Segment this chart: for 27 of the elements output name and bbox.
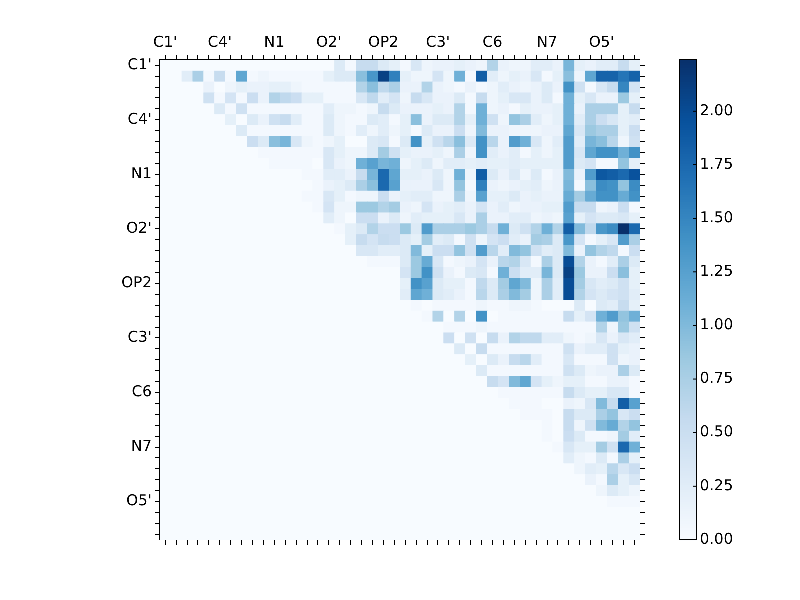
x-tick-label: C4': [208, 32, 232, 51]
color-bar-label: 0.75: [700, 369, 734, 388]
y-tick-label: N7: [131, 437, 152, 456]
y-tick-label: O2': [126, 218, 152, 237]
color-bar-label: 1.25: [700, 262, 734, 280]
y-tick-label: C1': [128, 55, 152, 74]
x-tick-label: C1': [153, 32, 178, 51]
color-bar-label: 1.75: [700, 154, 734, 173]
color-bar-label: 1.50: [700, 208, 734, 226]
x-tick-label: C3': [426, 32, 450, 51]
color-bar-label: 0.50: [700, 422, 734, 441]
y-tick-label: C6: [132, 382, 152, 401]
x-tick-label: O5': [589, 32, 615, 51]
y-tick-label: C3': [128, 328, 152, 346]
x-tick-label: OP2: [368, 32, 399, 51]
x-tick-label: O2': [316, 32, 342, 51]
color-bar-label: 1.00: [700, 316, 734, 334]
y-tick-label: O5': [126, 492, 152, 510]
y-tick-label: N1: [131, 164, 152, 182]
x-tick-label: N1: [264, 32, 285, 51]
color-bar-label: 0.25: [700, 476, 734, 494]
x-tick-label: C6: [482, 32, 503, 51]
y-tick-label: C4': [128, 110, 152, 128]
color-bar-label: 0.00: [700, 530, 734, 548]
color-bar-label: 2.00: [700, 101, 734, 120]
x-tick-label: N7: [536, 32, 558, 51]
y-tick-label: OP2: [122, 274, 152, 292]
